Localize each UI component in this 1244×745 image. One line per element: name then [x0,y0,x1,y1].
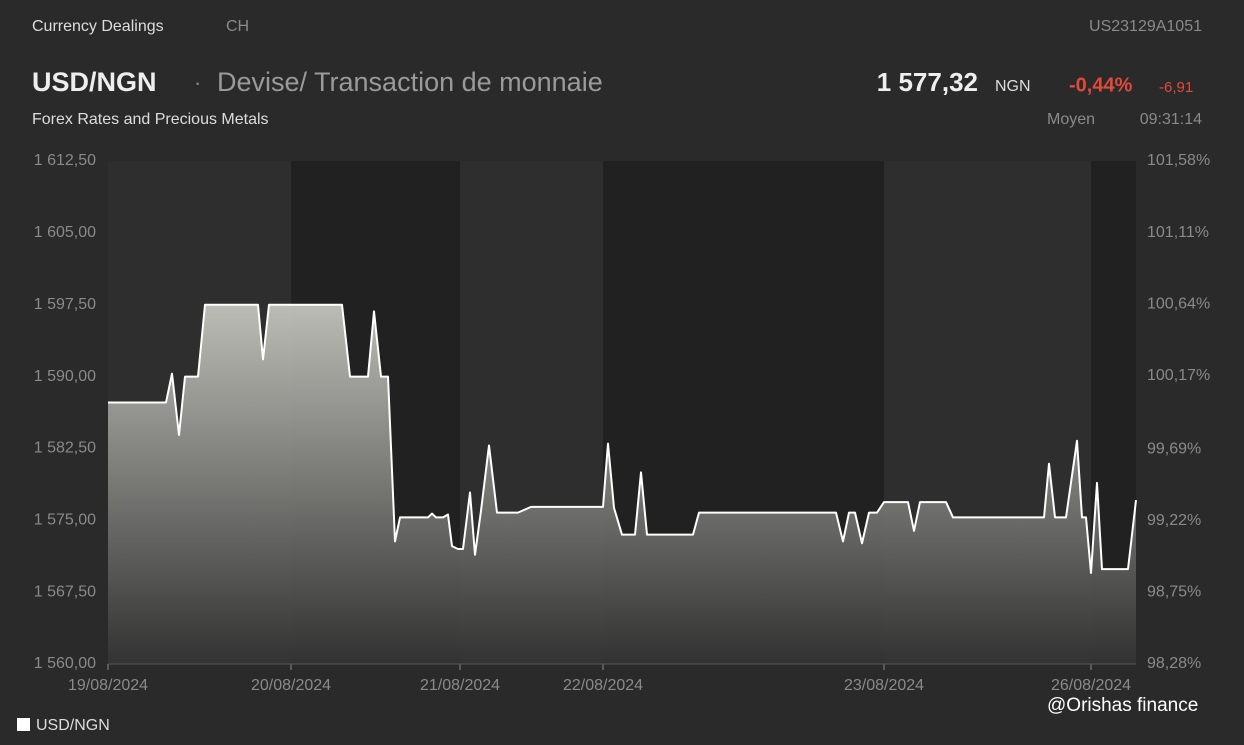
x-tick-label: 21/08/2024 [420,677,500,694]
price-type: Moyen [1047,111,1095,128]
y2-tick-label: 101,58% [1147,152,1210,169]
change-abs: -6,91 [1159,79,1193,96]
description: Devise/ Transaction de monnaie [217,67,603,97]
y-tick-label: 1 590,00 [34,368,96,385]
currency: NGN [995,78,1031,95]
separator: · [194,70,201,95]
y2-tick-label: 98,75% [1147,584,1201,601]
line [108,303,1137,574]
time: 09:31:14 [1140,111,1202,128]
y2-tick-label: 99,69% [1147,440,1201,457]
y-tick-label: 1 597,50 [34,296,96,313]
legend-swatch [17,718,30,731]
x-tick-label: 20/08/2024 [251,677,331,694]
y2-tick-label: 100,17% [1147,367,1210,384]
y-tick-label: 1 567,50 [34,583,96,600]
x-tick-label: 26/08/2024 [1051,677,1131,694]
price: 1 577,32 [877,67,978,97]
x-tick-label: 22/08/2024 [563,677,643,694]
watermark: @Orishas finance [1047,695,1198,716]
section-label: Currency Dealings [32,18,164,35]
area [108,304,1136,664]
y-tick-label: 1 575,00 [34,512,96,529]
y-tick-label: 1 612,50 [34,152,96,169]
category: Forex Rates and Precious Metals [32,111,269,128]
y2-tick-label: 99,22% [1147,512,1201,529]
symbol: USD/NGN [32,67,157,97]
y-tick-label: 1 605,00 [34,224,96,241]
isin: US23129A1051 [1089,18,1202,35]
y2-tick-label: 101,11% [1147,224,1209,241]
x-tick-label: 23/08/2024 [844,677,924,694]
change-pct: -0,44% [1069,74,1133,96]
market-label: CH [226,18,249,35]
legend-label[interactable]: USD/NGN [36,717,110,734]
x-tick-label: 19/08/2024 [68,677,148,694]
y-tick-label: 1 582,50 [34,440,96,457]
y-tick-label: 1 560,00 [34,655,96,672]
y2-tick-label: 98,28% [1147,655,1201,672]
y2-tick-label: 100,64% [1147,295,1210,312]
